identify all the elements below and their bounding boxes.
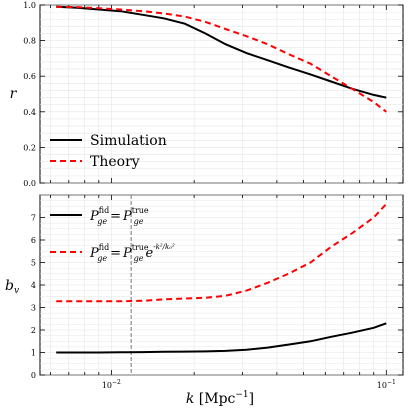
bottom-y-axis-label: bv bbox=[5, 278, 19, 296]
bottom-grid bbox=[40, 194, 403, 376]
y-tick-label: 5 bbox=[31, 259, 36, 268]
bottom-series bbox=[56, 203, 388, 354]
x-axis-ticks: 10−2 10−1 bbox=[102, 379, 396, 390]
bottom-legend: Pfid ge = Ptrue ge Pfid ge = Ptrue ge e-k²/k₀² bbox=[50, 206, 175, 263]
y-tick-label: 0.4 bbox=[23, 108, 36, 117]
x-tick-label: 10−2 bbox=[102, 379, 121, 390]
y-tick-label: 1 bbox=[31, 349, 36, 358]
y-tick-label: 0.8 bbox=[23, 37, 36, 46]
legend-label-simulation: Simulation bbox=[90, 133, 167, 149]
series-line-1-0 bbox=[56, 322, 387, 354]
bottom-y-ticks: 0 1 2 3 4 5 6 7 bbox=[31, 195, 403, 380]
y-tick-label: 1.0 bbox=[23, 1, 36, 10]
y-tick-label: 0.0 bbox=[23, 179, 36, 188]
y-tick-label: 0.2 bbox=[23, 143, 36, 152]
top-series bbox=[56, 5, 387, 113]
top-y-ticks: 0.0 0.2 0.4 0.6 0.8 1.0 bbox=[23, 1, 403, 188]
series-line-0-0 bbox=[56, 5, 387, 99]
top-grid bbox=[40, 4, 403, 184]
y-tick-label: 0 bbox=[31, 371, 36, 380]
top-panel-r: 0.0 0.2 0.4 0.6 0.8 1.0 r Simulation Theory bbox=[10, 1, 404, 188]
y-tick-label: 7 bbox=[31, 214, 36, 223]
top-y-axis-label: r bbox=[10, 86, 18, 102]
bottom-panel-bv: 0 1 2 3 4 5 6 7 10−2 10−1 bv k [Mpc−1] Pfid ge = Pt… bbox=[5, 194, 404, 407]
y-tick-label: 3 bbox=[31, 304, 36, 313]
legend-label-theory: Theory bbox=[90, 154, 140, 170]
legend-label-fid-gaussian: Pfid ge = Ptrue ge e-k²/k₀² bbox=[89, 243, 175, 263]
series-line-1-1 bbox=[56, 203, 388, 303]
x-tick-label: 10−1 bbox=[377, 379, 396, 390]
top-legend: Simulation Theory bbox=[50, 133, 167, 170]
top-panel-frame bbox=[39, 4, 404, 184]
x-axis-label: k [Mpc−1] bbox=[186, 390, 254, 407]
y-tick-label: 4 bbox=[31, 281, 36, 290]
series-line-0-1 bbox=[56, 5, 387, 113]
y-tick-label: 2 bbox=[31, 326, 36, 335]
y-tick-label: 6 bbox=[31, 236, 36, 245]
y-tick-label: 0.6 bbox=[23, 72, 36, 81]
legend-label-fid-equals-true: Pfid ge = Ptrue ge bbox=[89, 206, 149, 226]
